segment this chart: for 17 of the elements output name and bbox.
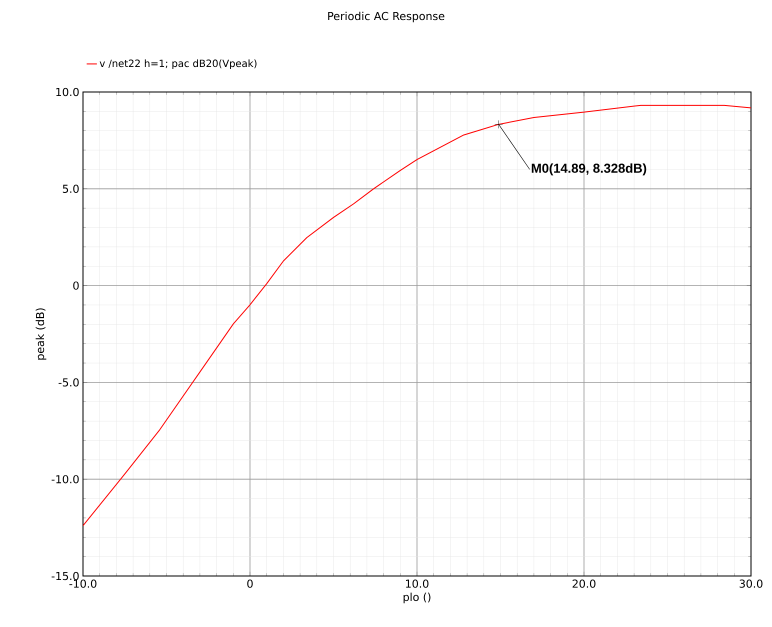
annotation: M0(14.89, 8.328dB) (532, 163, 646, 176)
x-tick-label: 30.0 (740, 580, 762, 588)
y-axis-title: peak (dB) (36, 308, 46, 360)
x-tick-label: -10.0 (69, 580, 96, 588)
x-tick-label: 20.0 (572, 580, 596, 588)
y-tick-label: -10.0 (52, 475, 79, 484)
y-tick-label: 5.0 (62, 184, 79, 193)
x-tick-label: 0 (247, 580, 253, 588)
chart-title: Periodic AC Response (328, 12, 444, 22)
x-axis-title: plo () (404, 592, 430, 604)
y-tick-label: 0 (73, 281, 79, 290)
line-series (83, 104, 752, 526)
x-tick-label: 10.0 (406, 580, 428, 588)
y-tick-label: 10.0 (56, 88, 79, 96)
legend-label: v /net22 h=1; pac dB20(Vpeak) (100, 59, 256, 70)
y-tick-label: -5.0 (58, 378, 79, 387)
y-tick-label: -15.0 (52, 572, 79, 580)
